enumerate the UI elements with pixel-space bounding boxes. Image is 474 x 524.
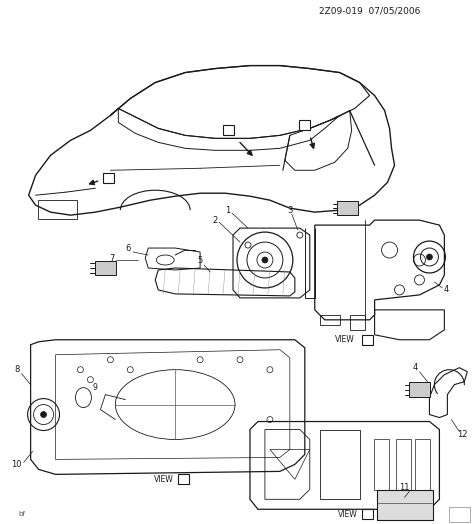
FancyBboxPatch shape xyxy=(38,200,77,219)
Text: 7: 7 xyxy=(109,254,115,263)
Text: bf: bf xyxy=(18,511,26,517)
Text: 11: 11 xyxy=(399,483,410,492)
FancyBboxPatch shape xyxy=(449,507,470,522)
FancyBboxPatch shape xyxy=(409,382,430,397)
FancyBboxPatch shape xyxy=(178,474,189,484)
FancyBboxPatch shape xyxy=(415,439,430,490)
Text: 12: 12 xyxy=(457,430,467,439)
FancyBboxPatch shape xyxy=(374,439,389,490)
Text: 6: 6 xyxy=(126,244,131,253)
FancyBboxPatch shape xyxy=(222,125,234,135)
FancyBboxPatch shape xyxy=(362,335,373,345)
Text: 3: 3 xyxy=(287,205,292,215)
Text: 10: 10 xyxy=(11,460,22,469)
FancyBboxPatch shape xyxy=(95,260,116,276)
FancyBboxPatch shape xyxy=(396,439,411,490)
FancyBboxPatch shape xyxy=(103,173,114,183)
Text: A: A xyxy=(225,127,231,134)
FancyBboxPatch shape xyxy=(362,509,373,519)
Text: VIEW: VIEW xyxy=(338,510,358,519)
Text: B: B xyxy=(180,475,186,484)
Text: B: B xyxy=(302,123,308,128)
Text: 8: 8 xyxy=(14,365,19,374)
Text: 4: 4 xyxy=(444,286,449,294)
Text: 1: 1 xyxy=(226,205,231,215)
Text: C: C xyxy=(106,175,111,181)
Circle shape xyxy=(41,411,46,418)
Circle shape xyxy=(427,254,432,260)
Text: C: C xyxy=(365,510,370,519)
FancyBboxPatch shape xyxy=(299,121,310,130)
Text: 5: 5 xyxy=(198,256,203,265)
Text: A: A xyxy=(365,335,371,344)
Circle shape xyxy=(262,257,268,263)
Text: 2Z09-019  07/05/2006: 2Z09-019 07/05/2006 xyxy=(319,6,420,15)
Text: 2: 2 xyxy=(212,215,218,225)
Text: 4: 4 xyxy=(413,363,418,372)
FancyBboxPatch shape xyxy=(337,201,358,215)
Text: 9: 9 xyxy=(93,383,98,392)
FancyBboxPatch shape xyxy=(376,490,433,520)
Text: VIEW: VIEW xyxy=(335,335,355,344)
Text: VIEW: VIEW xyxy=(154,475,173,484)
